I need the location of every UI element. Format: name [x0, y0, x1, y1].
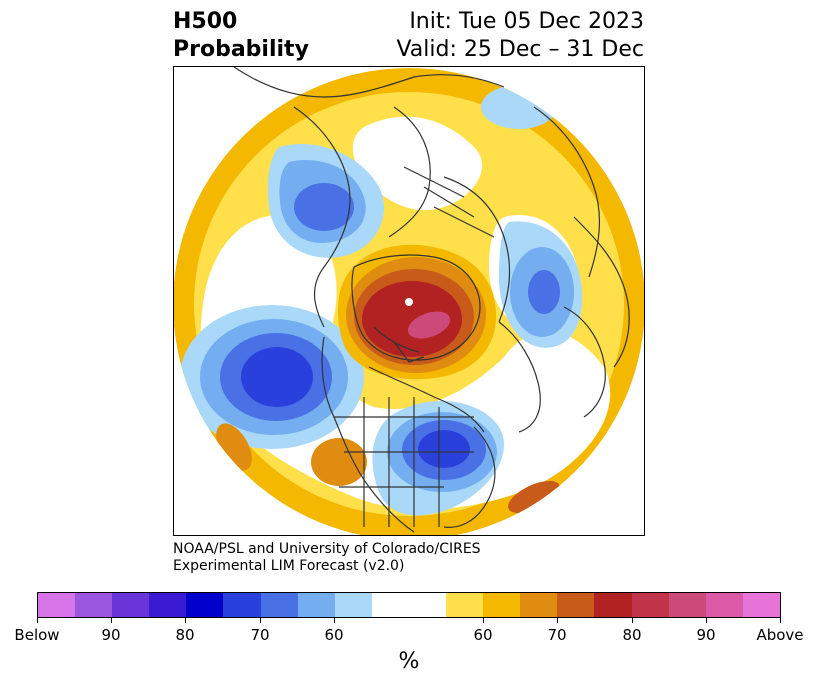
- colorbar-segment: [75, 593, 113, 617]
- colorbar-segment: [223, 593, 261, 617]
- colorbar-segment: [112, 593, 150, 617]
- colorbar-unit: %: [398, 649, 420, 674]
- colorbar-tick: [260, 618, 261, 623]
- colorbar-tick: [632, 618, 633, 623]
- colorbar-label-above: Above: [756, 626, 804, 644]
- colorbar-segment: [38, 593, 76, 617]
- colorbar-segment: [520, 593, 558, 617]
- colorbar: [37, 592, 781, 618]
- colorbar-segment: [594, 593, 632, 617]
- forecast-map: [173, 66, 645, 536]
- below-anomaly-nw-60: [481, 85, 557, 129]
- above-anomaly-sw-us: [311, 438, 367, 486]
- below-anomaly-us-75: [418, 430, 470, 468]
- colorbar-label-below-70: 70: [250, 626, 270, 644]
- colorbar-segment: [631, 593, 669, 617]
- colorbar-label-below-80: 80: [175, 626, 195, 644]
- above-anomaly-atlantic: [508, 480, 560, 514]
- colorbar-segment: [297, 593, 335, 617]
- colorbar-segment: [334, 593, 372, 617]
- colorbar-segment: [557, 593, 595, 617]
- title-quantity: Probability: [173, 37, 309, 62]
- near-normal-north: [352, 116, 483, 211]
- colorbar-tick: [706, 618, 707, 623]
- credit-line-2: Experimental LIM Forecast (v2.0): [173, 558, 405, 574]
- colorbar-segment: [705, 593, 743, 617]
- colorbar-tick: [334, 618, 335, 623]
- colorbar-tick: [780, 618, 781, 623]
- colorbar-segment: [446, 593, 484, 617]
- coastlines: [233, 67, 630, 533]
- colorbar-label-below: Below: [14, 626, 60, 644]
- colorbar-tick: [111, 618, 112, 623]
- colorbar-segment: [742, 593, 780, 617]
- valid-range: Valid: 25 Dec – 31 Dec: [396, 37, 644, 62]
- init-date: Init: Tue 05 Dec 2023: [409, 9, 644, 34]
- above-anomaly-greenland-85: [407, 311, 451, 339]
- colorbar-label-above-60: 60: [473, 626, 493, 644]
- colorbar-label-below-60: 60: [324, 626, 344, 644]
- title-variable: H500: [173, 9, 238, 34]
- colorbar-label-below-90: 90: [101, 626, 121, 644]
- north-pole-marker: [405, 298, 413, 306]
- colorbar-tick: [557, 618, 558, 623]
- colorbar-segment: [186, 593, 224, 617]
- colorbar-label-above-70: 70: [547, 626, 567, 644]
- colorbar-segment: [371, 593, 447, 617]
- colorbar-tick: [37, 618, 38, 623]
- below-anomaly-europe-70: [528, 270, 560, 314]
- colorbar-tick: [483, 618, 484, 623]
- map-svg: [174, 67, 644, 535]
- colorbar-tick: [185, 618, 186, 623]
- colorbar-segment: [149, 593, 187, 617]
- colorbar-segment: [483, 593, 521, 617]
- probability-field: [174, 68, 644, 535]
- below-anomaly-russia-70: [294, 183, 354, 231]
- below-anomaly-pacific-75: [241, 347, 313, 407]
- colorbar-label-above-90: 90: [696, 626, 716, 644]
- credit-line-1: NOAA/PSL and University of Colorado/CIRE…: [173, 541, 481, 557]
- colorbar-label-above-80: 80: [622, 626, 642, 644]
- colorbar-segment: [668, 593, 706, 617]
- colorbar-segment: [260, 593, 298, 617]
